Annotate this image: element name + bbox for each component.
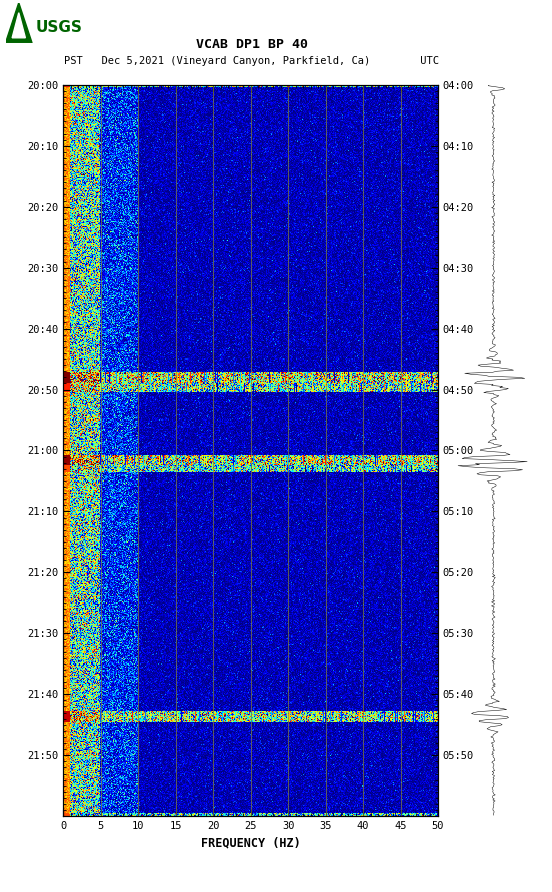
X-axis label: FREQUENCY (HZ): FREQUENCY (HZ) <box>201 837 301 849</box>
Text: USGS: USGS <box>35 21 82 36</box>
Polygon shape <box>6 3 32 43</box>
Polygon shape <box>12 12 25 37</box>
Text: PST   Dec 5,2021 (Vineyard Canyon, Parkfield, Ca)        UTC: PST Dec 5,2021 (Vineyard Canyon, Parkfie… <box>64 55 439 66</box>
Text: VCAB DP1 BP 40: VCAB DP1 BP 40 <box>195 38 307 51</box>
